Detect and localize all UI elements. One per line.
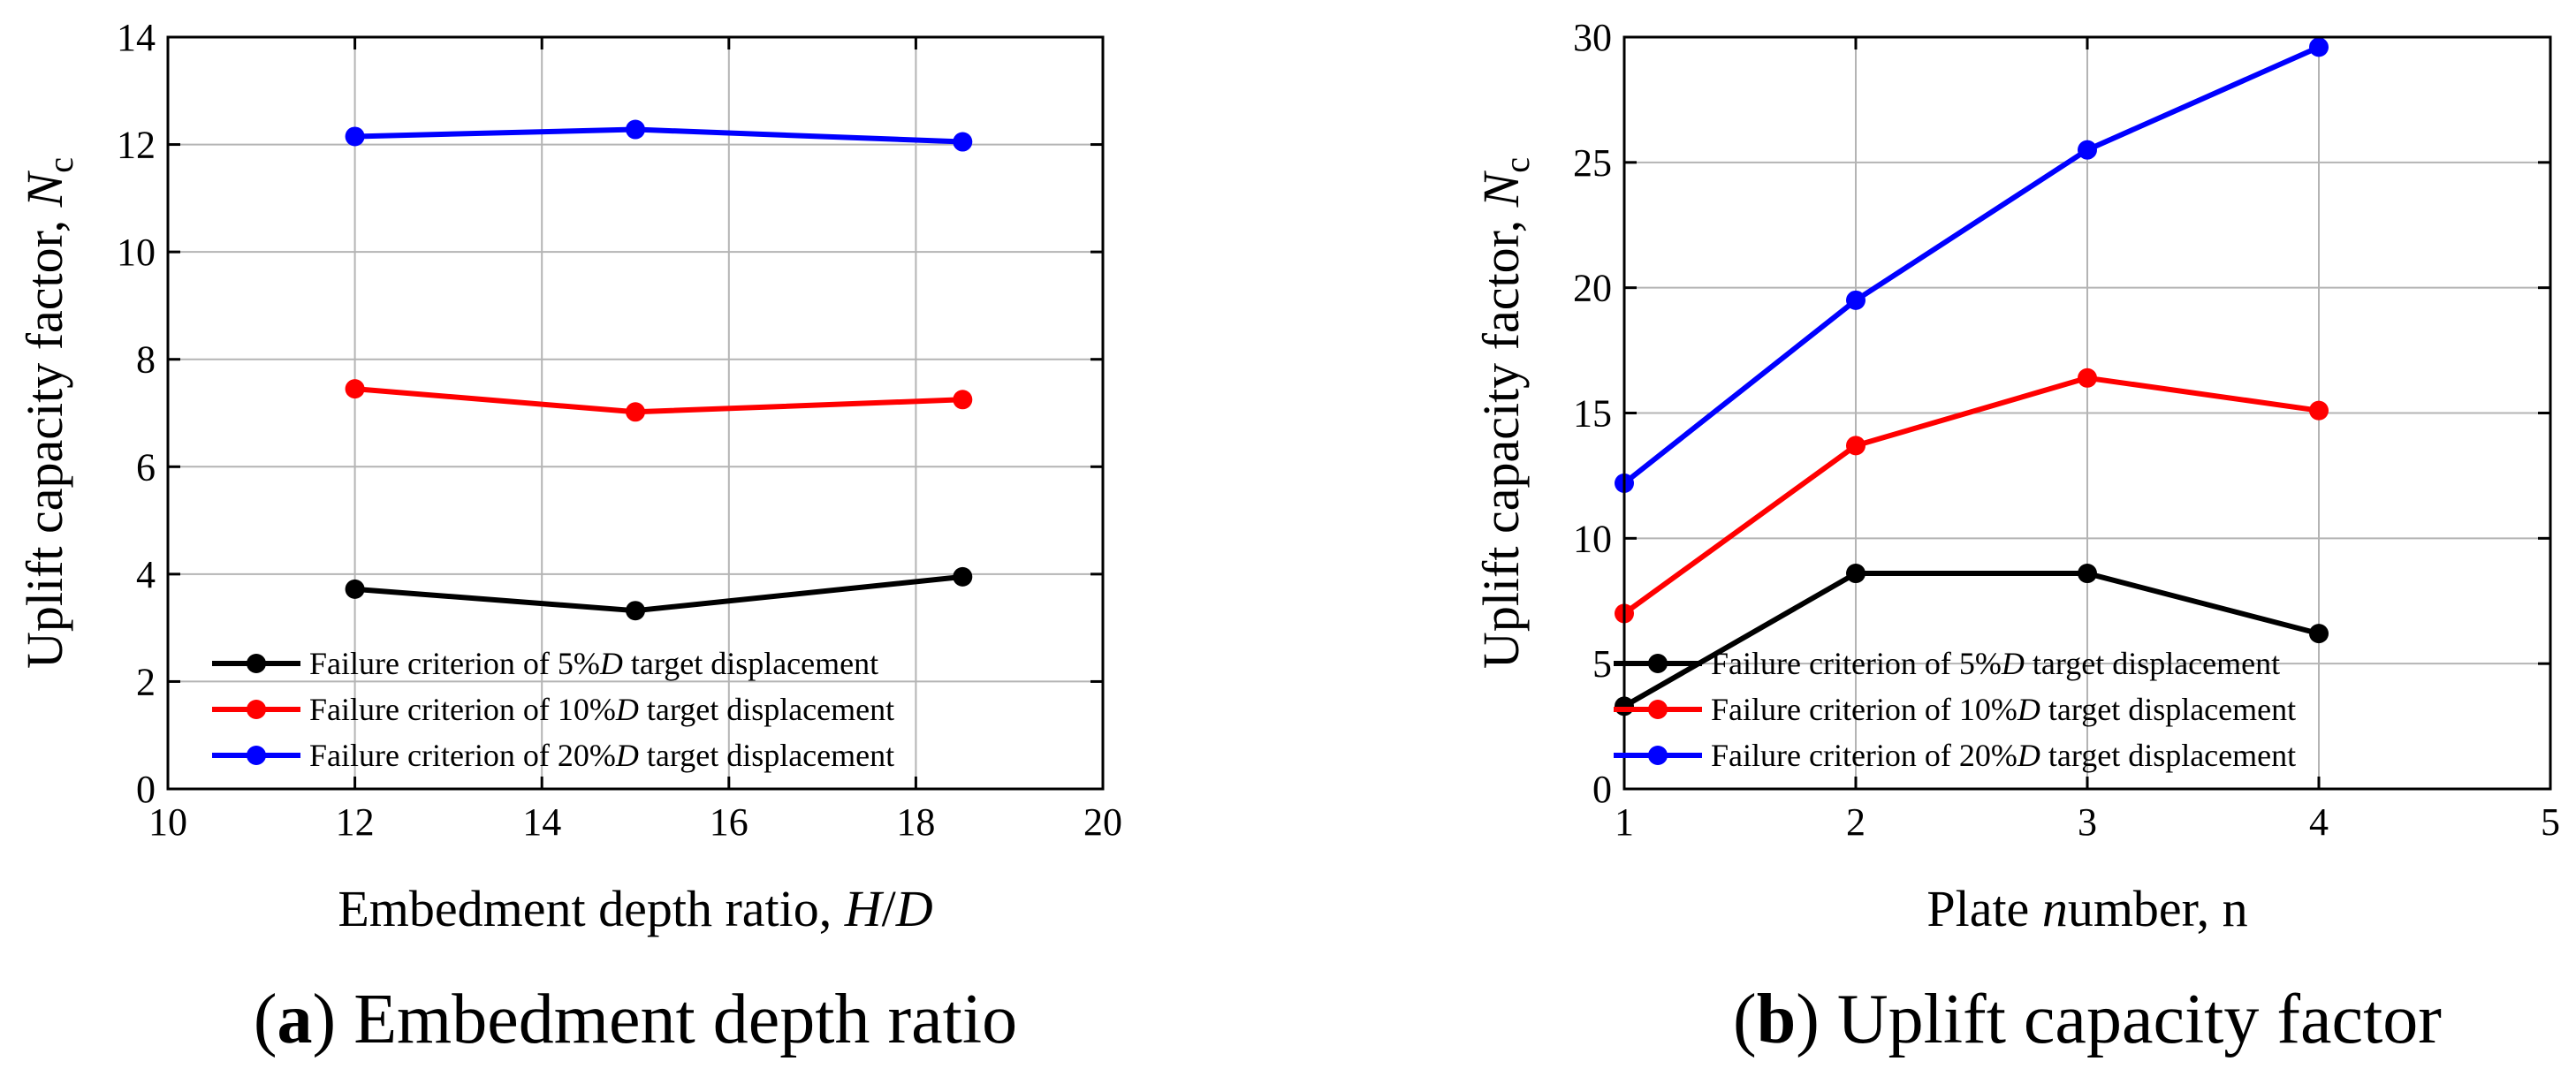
legend-label-1: Failure criterion of 10%D target displac… (1711, 692, 2296, 727)
y-tick-label: 0 (1592, 768, 1612, 811)
legend-label-0: Failure criterion of 5%D target displace… (309, 646, 878, 681)
x-tick-label: 1 (1615, 800, 1634, 844)
series-line-1 (1622, 375, 2320, 616)
data-point (1846, 564, 1866, 584)
y-tick-label: 15 (1573, 392, 1612, 436)
x-axis-label: Plate number, n (1926, 880, 2247, 937)
legend-marker-2 (1648, 746, 1668, 765)
data-point (2078, 140, 2097, 160)
data-point (2309, 400, 2329, 421)
y-tick-label: 12 (117, 124, 156, 167)
data-point (1846, 290, 1866, 310)
data-point (2078, 368, 2097, 388)
y-tick-label: 20 (1573, 267, 1612, 310)
data-point (626, 601, 645, 621)
data-point (626, 119, 645, 140)
x-tick-label: 5 (2541, 800, 2560, 844)
data-point (2078, 564, 2097, 584)
legend-marker-1 (247, 700, 266, 719)
data-point (345, 579, 365, 599)
chart-panel-b: 1 2 3 4 5 0 5 10 15 20 25 30 Failure criterion of 5%… (1472, 16, 2560, 1058)
legend-label-0: Failure criterion of 5%D target displace… (1711, 646, 2280, 681)
legend-label-2: Failure criterion of 20%D target displac… (1711, 738, 2296, 773)
x-tick-label: 10 (148, 800, 187, 844)
data-point (2309, 624, 2329, 644)
legend-label-2: Failure criterion of 20%D target displac… (309, 738, 894, 773)
y-tick-label: 14 (117, 16, 156, 59)
legend-marker-2 (247, 746, 266, 765)
y-axis-label: Uplift capacity factor, Nc (1472, 157, 1537, 669)
data-point (953, 132, 973, 152)
y-tick-label: 8 (136, 338, 156, 382)
data-point (626, 402, 645, 422)
plot-frame (166, 35, 1105, 791)
legend-marker-0 (247, 654, 266, 673)
x-tick-label: 12 (336, 800, 375, 844)
data-point (345, 379, 365, 399)
y-tick-label: 5 (1592, 642, 1612, 686)
y-tick-label: 10 (117, 231, 156, 274)
legend-marker-1 (1648, 700, 1668, 719)
y-tick-label: 30 (1573, 16, 1612, 59)
data-point (345, 126, 365, 147)
legend-marker-0 (1648, 654, 1668, 673)
x-tick-label: 18 (896, 800, 935, 844)
y-tick-label: 25 (1573, 141, 1612, 185)
data-point (1846, 436, 1866, 456)
data-point (2309, 37, 2329, 57)
panel-caption: (a) Embedment depth ratio (254, 981, 1017, 1058)
x-tick-label: 14 (522, 800, 561, 844)
y-axis-label: Uplift capacity factor, Nc (16, 157, 80, 669)
series-line-2 (1622, 44, 2321, 486)
series-line-0 (354, 573, 963, 614)
x-tick-label: 4 (2309, 800, 2329, 844)
chart-panel-a: 10 12 14 16 18 20 0 2 4 6 8 10 12 14 Failure criterion… (16, 16, 1122, 1058)
panel-caption: (b) Uplift capacity factor (1733, 981, 2442, 1058)
y-tick-label: 6 (136, 445, 156, 489)
y-tick-label: 4 (136, 553, 156, 596)
y-tick-label: 0 (136, 768, 156, 811)
series-line-1 (354, 386, 963, 415)
x-tick-label: 16 (710, 800, 748, 844)
x-tick-label: 3 (2078, 800, 2097, 844)
legend-label-1: Failure criterion of 10%D target displac… (309, 692, 894, 727)
data-point (953, 390, 973, 410)
series-line-0 (1622, 571, 2320, 709)
series-line-2 (354, 126, 963, 145)
x-tick-label: 20 (1083, 800, 1122, 844)
x-tick-label: 2 (1846, 800, 1866, 844)
x-axis-label: Embedment depth ratio, H/D (338, 880, 932, 937)
plot-frame (1622, 35, 2552, 791)
data-point (953, 566, 973, 587)
y-tick-label: 10 (1573, 517, 1612, 560)
y-tick-label: 2 (136, 660, 156, 703)
